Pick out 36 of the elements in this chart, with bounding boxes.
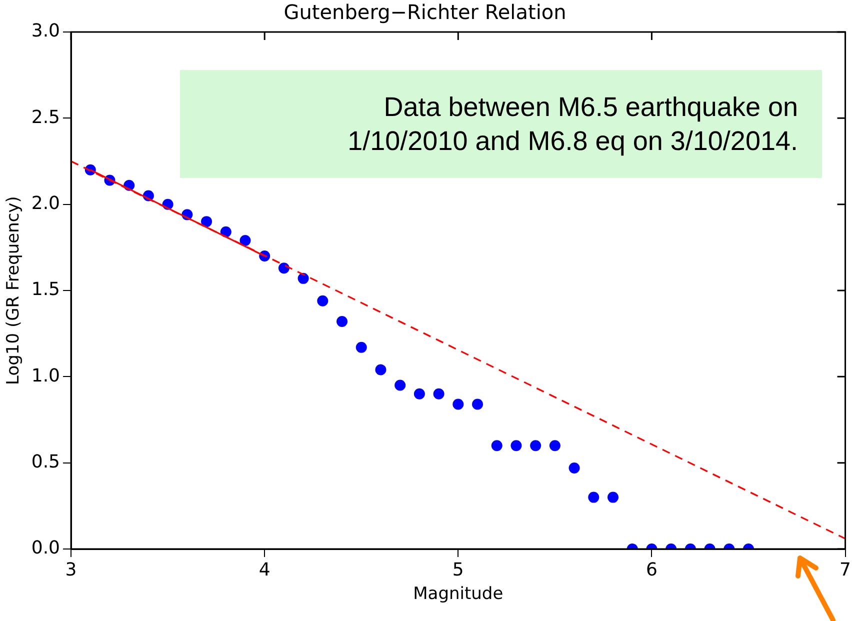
x-tick-label: 6	[646, 559, 658, 580]
point	[298, 272, 309, 284]
y-tick-label: 1.5	[31, 279, 60, 300]
y-tick-label: 0.0	[31, 538, 60, 559]
point	[356, 342, 367, 353]
point	[588, 492, 600, 503]
point	[414, 388, 425, 400]
y-tick-label: 1.0	[31, 365, 60, 386]
y-tick-label: 2.5	[31, 106, 60, 128]
point	[240, 235, 251, 246]
point	[510, 440, 522, 452]
point	[336, 316, 348, 328]
x-tick-label: 4	[258, 559, 270, 580]
point	[491, 440, 502, 452]
point	[549, 440, 560, 452]
x-tick-label: 7	[840, 559, 851, 580]
point	[278, 262, 290, 274]
y-axis-title: Log10 (GR Frequency)	[4, 196, 24, 385]
point	[472, 398, 484, 410]
point	[201, 216, 212, 228]
x-tick-label: 5	[452, 559, 464, 580]
point	[317, 295, 328, 306]
point	[433, 388, 444, 400]
annotation: Data between M6.5 earthquake on 1/10/2010 and M6.8 eq on 3/10/2014.	[348, 92, 798, 156]
point	[375, 364, 386, 376]
point	[530, 440, 542, 452]
point	[568, 462, 580, 474]
x-axis-title: Magnitude	[413, 584, 504, 604]
x-tick-label: 3	[65, 559, 77, 580]
chart-title: Gutenberg−Richter Relation	[284, 0, 566, 24]
point	[608, 492, 618, 503]
y-tick-label: 2.0	[31, 193, 60, 214]
point	[394, 380, 406, 391]
y-tick-label: 0.5	[31, 452, 60, 473]
point	[452, 398, 464, 410]
y-tick-label: 3.0	[31, 20, 60, 42]
